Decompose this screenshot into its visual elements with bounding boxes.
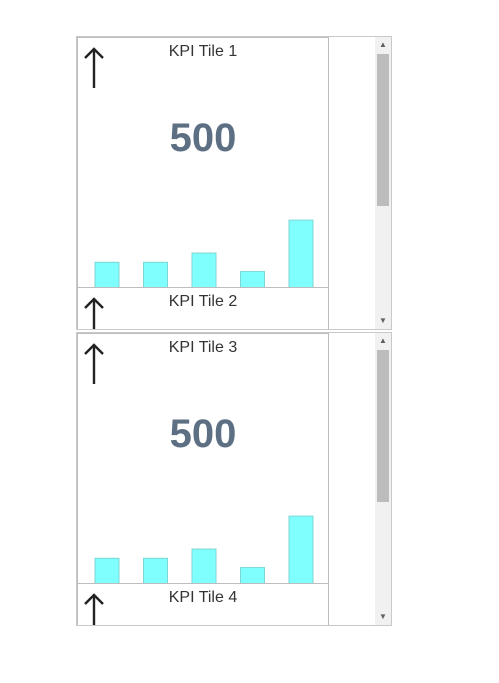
kpi-tile-4[interactable]: KPI Tile 4 [77,583,329,625]
chart-bar-3 [191,252,217,289]
kpi-panel-viewport: KPI Tile 3 500 KPI Tile 4 [77,333,329,625]
kpi-value: 500 [169,116,237,160]
kpi-tile-2[interactable]: KPI Tile 2 [77,287,329,329]
chart-bar-4 [240,271,265,289]
scrollbar-thumb[interactable] [377,350,389,502]
kpi-value: 500 [169,412,237,456]
chart-bar-5 [288,219,314,289]
kpi-tile-title: KPI Tile 4 [168,589,238,606]
kpi-panel-2[interactable]: KPI Tile 3 500 KPI Tile 4 ▲ ▼ [76,332,392,626]
scrollbar-thumb[interactable] [377,54,389,206]
scroll-down-button[interactable]: ▼ [379,316,387,325]
kpi-bar-chart [86,512,322,585]
arrow-up-icon [81,46,107,90]
chart-bar-1 [94,261,120,289]
kpi-panel-viewport: KPI Tile 1 500 KPI Tile 2 [77,37,329,329]
arrow-up-icon [81,592,107,625]
chart-bar-3 [191,548,217,585]
kpi-tile-1[interactable]: KPI Tile 1 500 [77,37,329,289]
vertical-scrollbar[interactable]: ▲ ▼ [375,333,391,625]
vertical-scrollbar[interactable]: ▲ ▼ [375,37,391,329]
chart-bar-4 [240,567,265,585]
kpi-panel-1[interactable]: KPI Tile 1 500 KPI Tile 2 ▲ ▼ [76,36,392,330]
scroll-up-button[interactable]: ▲ [379,40,387,49]
chart-bar-2 [143,261,168,289]
arrow-up-icon [81,342,107,386]
chart-bar-1 [94,557,120,585]
scroll-up-button[interactable]: ▲ [379,336,387,345]
kpi-tile-3[interactable]: KPI Tile 3 500 [77,333,329,585]
scroll-down-button[interactable]: ▼ [379,612,387,621]
kpi-tile-title: KPI Tile 1 [168,43,238,60]
kpi-tile-title: KPI Tile 2 [168,293,238,310]
arrow-up-icon [81,296,107,329]
chart-bar-2 [143,557,168,585]
kpi-tile-title: KPI Tile 3 [168,339,238,356]
kpi-bar-chart [86,216,322,289]
chart-bar-5 [288,515,314,585]
